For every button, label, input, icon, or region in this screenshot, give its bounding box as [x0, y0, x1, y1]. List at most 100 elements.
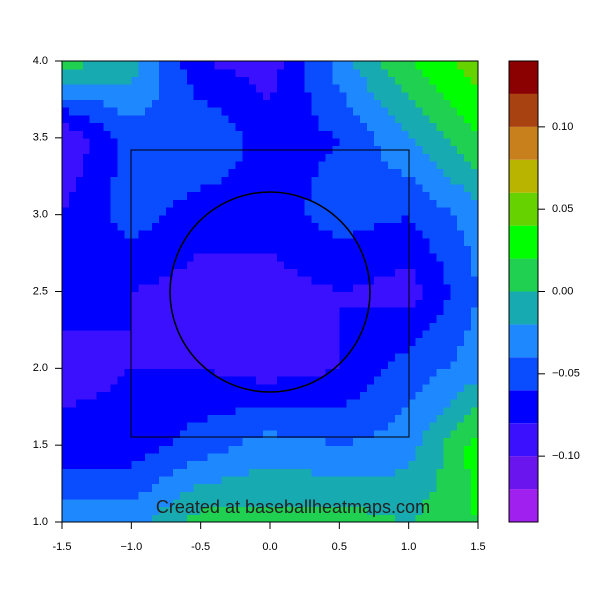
heat-cell [311, 276, 320, 285]
heat-cell [152, 214, 160, 223]
heat-cell [145, 91, 153, 101]
heat-cell [82, 383, 91, 392]
heat-cell [436, 176, 444, 185]
heat-cell [138, 306, 146, 316]
heat-cell [193, 329, 202, 339]
heat-cell [62, 130, 70, 139]
heat-cell [263, 191, 271, 200]
heat-cell [380, 61, 389, 70]
heat-cell [311, 452, 320, 462]
heat-cell [450, 445, 458, 454]
heat-cell [457, 253, 465, 262]
heat-cell [304, 445, 313, 454]
heat-cell [353, 114, 361, 124]
heat-cell [110, 483, 119, 492]
heat-cell [360, 352, 368, 362]
heat-cell [103, 253, 112, 262]
heat-cell [145, 314, 153, 323]
heat-cell [457, 506, 465, 515]
heat-cell [311, 122, 320, 131]
heat-cell [228, 107, 236, 116]
heat-cell [166, 176, 174, 185]
heat-cell [408, 114, 417, 124]
heat-cell [464, 399, 472, 408]
heat-cell [304, 160, 313, 170]
heat-cell [131, 437, 139, 446]
heat-cell [374, 84, 382, 93]
heat-cell [374, 206, 382, 216]
heat-cell [415, 299, 424, 308]
heat-cell [380, 283, 389, 293]
heat-cell [339, 452, 347, 462]
heat-cell [179, 498, 188, 508]
heat-cell [408, 191, 417, 200]
heat-cell [117, 245, 125, 254]
heat-cell [256, 276, 264, 285]
heat-cell [401, 153, 410, 162]
heat-cell [152, 352, 160, 362]
heat-cell [68, 107, 77, 116]
heat-cell [214, 230, 223, 239]
heat-cell [401, 237, 410, 246]
heat-cell [443, 222, 451, 231]
heat-cell [325, 230, 333, 239]
heat-cell [166, 76, 174, 85]
heat-cell [270, 337, 278, 346]
heat-cell [235, 61, 243, 70]
heat-cell [228, 253, 236, 262]
heat-cell [145, 491, 153, 500]
heat-cell [228, 429, 236, 439]
heat-cell [75, 237, 84, 246]
heat-cell [131, 329, 139, 339]
heat-cell [207, 168, 216, 177]
heat-cell [145, 399, 153, 408]
heat-cell [415, 491, 424, 500]
heat-cell [249, 199, 257, 208]
heat-cell [249, 491, 257, 500]
heat-cell [276, 314, 285, 323]
heat-cell [325, 214, 333, 223]
heat-cell [235, 429, 243, 439]
heat-cell [471, 84, 479, 93]
heat-cell [464, 283, 472, 293]
heat-cell [221, 345, 229, 354]
heat-cell [221, 260, 229, 270]
heat-cell [325, 514, 333, 523]
heat-cell [450, 514, 458, 523]
heat-cell [110, 114, 119, 124]
heat-cell [304, 230, 313, 239]
heat-cell [263, 345, 271, 354]
heat-cell [374, 345, 382, 354]
heat-cell [186, 168, 195, 177]
heat-cell [242, 306, 250, 316]
heat-cell [145, 160, 153, 170]
heat-cell [172, 160, 181, 170]
heat-cell [256, 122, 264, 131]
heat-cell [283, 498, 292, 508]
heat-cell [228, 122, 236, 131]
heat-cell [131, 376, 139, 385]
heat-cell [166, 99, 174, 108]
heat-cell [401, 222, 410, 231]
heat-cell [464, 183, 472, 193]
heat-cell [159, 376, 167, 385]
heat-cell [450, 199, 458, 208]
heat-cell [367, 122, 375, 131]
heat-cell [283, 114, 292, 124]
heat-cell [166, 491, 174, 500]
heat-cell [380, 122, 389, 131]
heat-cell [152, 306, 160, 316]
heat-cell [249, 514, 257, 523]
heat-cell [131, 452, 139, 462]
heat-cell [179, 114, 188, 124]
heat-cell [103, 399, 112, 408]
heat-cell [159, 452, 167, 462]
heat-cell [457, 514, 465, 523]
heat-cell [408, 268, 417, 277]
heat-cell [124, 498, 132, 508]
heat-cell [283, 337, 292, 346]
heat-cell [464, 445, 472, 454]
heat-cell [297, 276, 306, 285]
heat-cell [360, 406, 368, 416]
